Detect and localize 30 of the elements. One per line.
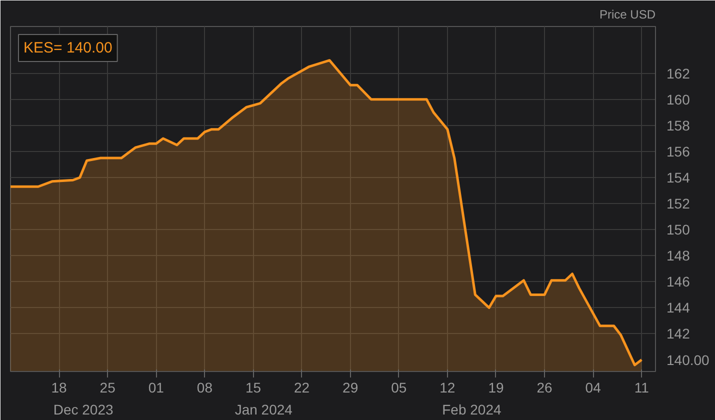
- x-tick-label: 12: [440, 380, 456, 396]
- x-tick-label: 29: [342, 380, 358, 396]
- x-tick-label: 26: [536, 380, 553, 396]
- y-tick-label: 144: [666, 300, 690, 316]
- x-tick-label: 18: [51, 380, 68, 396]
- y-tick-label: 156: [666, 143, 690, 160]
- y-tick-label: 146: [666, 274, 690, 290]
- y-axis-title: Price USD: [599, 8, 656, 22]
- y-tick-label: 148: [666, 248, 690, 264]
- x-tick-label: 15: [245, 380, 262, 396]
- text: 140.00: [666, 352, 710, 368]
- x-tick-label: 25: [100, 380, 116, 396]
- x-tick-label: 22: [294, 380, 310, 396]
- x-tick-label: 01: [148, 380, 164, 396]
- text: KES= 140.00: [24, 40, 112, 56]
- text: Dec 2023: [53, 402, 114, 418]
- y-tick-label: 152: [666, 196, 690, 212]
- y-tick-label: 158: [666, 117, 690, 134]
- y-tick-label: 150: [666, 222, 690, 238]
- y-tick-label: 142: [666, 326, 690, 342]
- x-tick-label: 04: [585, 380, 602, 396]
- y-tick-label: 160: [666, 91, 690, 108]
- x-tick-label: 11: [634, 380, 650, 396]
- x-tick-label: 08: [196, 380, 213, 396]
- y-tick-label: 162: [666, 65, 690, 82]
- text: Feb 2024: [442, 402, 502, 418]
- text: Jan 2024: [234, 402, 293, 418]
- x-tick-label: 05: [391, 380, 407, 396]
- y-tick-label: 154: [666, 170, 690, 186]
- x-tick-label: 19: [488, 380, 504, 396]
